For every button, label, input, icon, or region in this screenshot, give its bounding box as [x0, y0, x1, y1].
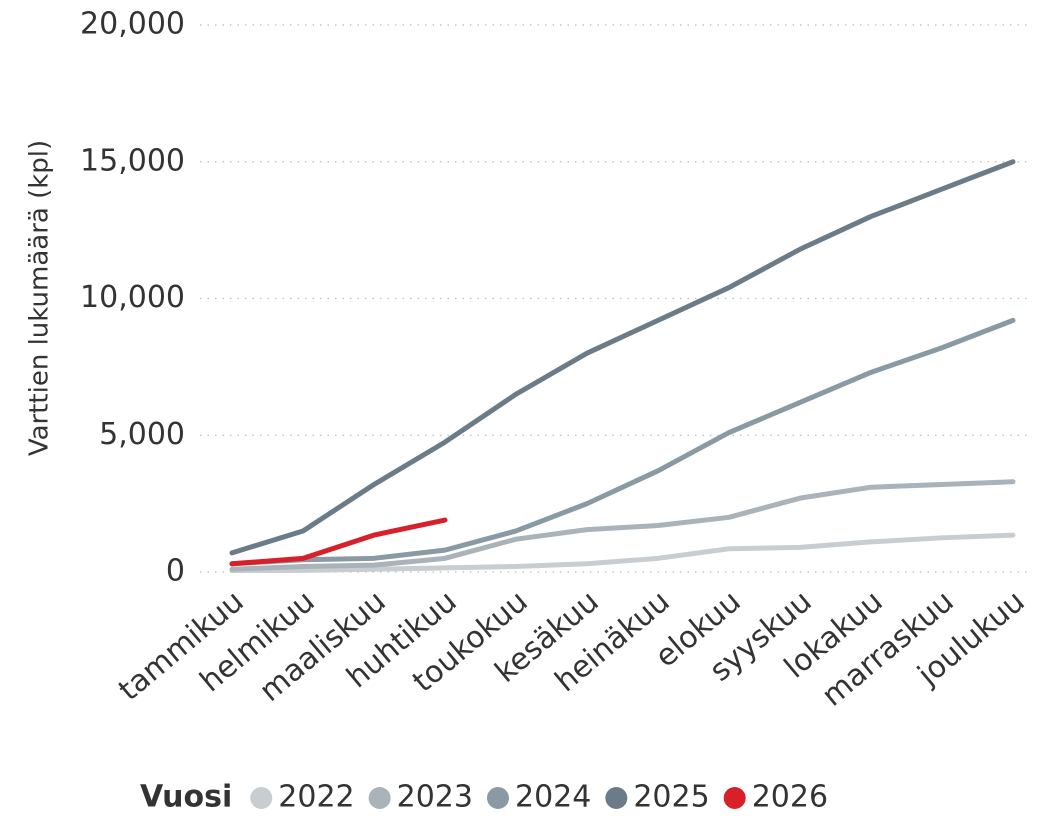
series-line: [229, 317, 1016, 567]
series-line: [229, 159, 1016, 556]
legend-label: 2024: [515, 780, 591, 815]
legend-label: 2025: [633, 780, 709, 815]
y-tick-label: 5,000: [99, 417, 185, 452]
legend-swatch: [723, 787, 746, 809]
legend-label: 2023: [397, 780, 473, 815]
legend-swatch: [486, 787, 509, 809]
legend-title: Vuosi: [140, 780, 232, 815]
y-axis-label: Varttien lukumäärä (kpl): [25, 140, 55, 456]
y-tick-label: 10,000: [80, 280, 185, 315]
series-line: [229, 517, 448, 567]
y-tick-label: 20,000: [80, 7, 185, 42]
legend-swatch: [605, 787, 628, 809]
legend-swatch: [368, 787, 391, 809]
y-tick-label: 0: [166, 554, 185, 589]
legend-label: 2022: [278, 780, 354, 815]
y-tick-label: 15,000: [80, 143, 185, 178]
series-line: [229, 479, 1016, 572]
series-line: [229, 532, 1016, 574]
legend-swatch: [250, 787, 273, 809]
legend-label: 2026: [752, 780, 828, 815]
